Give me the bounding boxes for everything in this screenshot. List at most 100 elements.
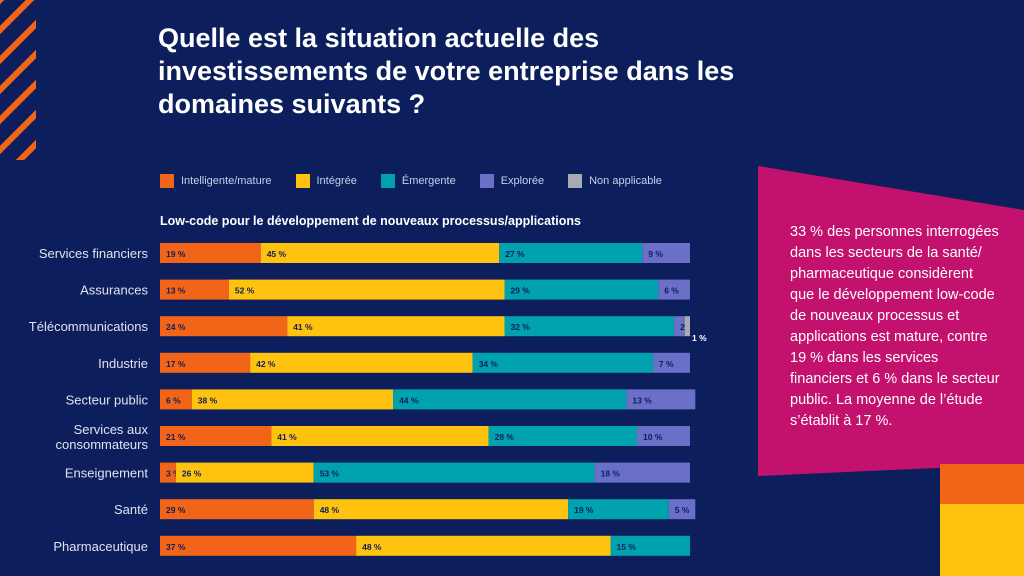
bar-segment: [568, 499, 669, 520]
bar-segment: [668, 499, 696, 520]
category-label: Services aux: [74, 422, 149, 437]
data-label: 24 %: [166, 322, 186, 332]
bar-segment: [488, 426, 637, 446]
category-label: Enseignement: [65, 466, 148, 481]
data-label: 10 %: [643, 432, 663, 442]
page-title: Quelle est la situation actuelle des inv…: [158, 23, 735, 119]
bar-segment: [626, 389, 696, 410]
data-label: 6 %: [166, 395, 181, 405]
data-label: 38 %: [198, 395, 218, 405]
legend-label: Intégrée: [316, 175, 357, 187]
data-label: 19 %: [574, 505, 594, 515]
category-label: Services financiers: [39, 246, 149, 261]
bar-segment: [313, 462, 595, 483]
bar-segment: [684, 316, 690, 337]
category-label: Santé: [114, 502, 148, 517]
data-label: 29 %: [511, 286, 531, 296]
bar-segment: [160, 426, 272, 446]
legend-swatch: [160, 174, 174, 188]
data-label: 7 %: [659, 359, 674, 369]
data-label: 41 %: [293, 322, 313, 332]
chart-title: Low-code pour le développement de nouvea…: [160, 214, 581, 228]
data-label: 5 %: [675, 505, 690, 515]
bar-segment: [228, 279, 505, 300]
bar-segment: [160, 462, 176, 483]
data-label: 21 %: [166, 432, 186, 442]
bar-segment: [160, 279, 229, 300]
data-label: 17 %: [166, 359, 186, 369]
data-label: 26 %: [182, 469, 202, 479]
bar-segment: [393, 389, 627, 410]
data-label: 41 %: [277, 432, 297, 442]
bar-segment: [504, 279, 659, 300]
legend-item: Émergente: [380, 174, 456, 188]
data-label: 32 %: [511, 322, 531, 332]
legend-label: Intelligente/mature: [181, 175, 272, 187]
legend-swatch: [380, 174, 395, 188]
data-label: 13 %: [166, 286, 186, 296]
stacked-bar-chart: Services financiers 19 % 45 % 27 % 9 % Assura…: [29, 243, 707, 556]
bar-segment: [160, 389, 192, 410]
legend-label: Émergente: [401, 175, 456, 187]
legend-label: Non applicable: [589, 175, 662, 187]
bar-segment: [658, 279, 690, 300]
data-label: 53 %: [320, 469, 340, 479]
data-label: 19 %: [166, 249, 186, 259]
category-label: Pharmaceutique: [53, 539, 148, 554]
data-label: 13 %: [632, 395, 652, 405]
data-label: 27 %: [505, 249, 525, 259]
category-label: Télécommunications: [29, 319, 149, 334]
bar-segment: [160, 499, 314, 520]
category-label: consommateurs: [56, 437, 149, 452]
bar-segment: [160, 352, 251, 373]
data-label: 52 %: [235, 286, 255, 296]
bar-segment: [610, 535, 690, 556]
bar-segment: [652, 352, 690, 373]
legend-label: Explorée: [500, 175, 545, 187]
bar-segment: [160, 316, 288, 337]
data-label: 48 %: [320, 505, 340, 515]
data-label: 6 %: [664, 286, 679, 296]
data-label: 44 %: [399, 395, 419, 405]
bar-segment: [642, 243, 690, 263]
category-label: Secteur public: [66, 392, 149, 407]
bar-segment: [356, 535, 611, 556]
bar-segment: [260, 243, 500, 263]
chart-legend: Intelligente/mature Intégrée Émergente Expl…: [160, 174, 686, 188]
bar-segment: [637, 426, 690, 446]
legend-swatch: [568, 174, 583, 188]
category-label: Industrie: [98, 356, 148, 371]
bar-segment: [504, 316, 675, 337]
legend-swatch: [479, 174, 494, 188]
data-label: 42 %: [256, 359, 276, 369]
data-label: 15 %: [617, 542, 637, 552]
callout-text: 33 % des personnes interrogées dans les …: [790, 224, 1000, 429]
bar-segment: [271, 426, 489, 446]
bar-segment: [250, 352, 473, 373]
bar-segment: [674, 316, 685, 337]
bar-segment: [191, 389, 394, 410]
legend-swatch: [295, 174, 310, 188]
data-label: 37 %: [166, 542, 186, 552]
legend-item: Non applicable: [568, 174, 662, 188]
bar-segment: [313, 499, 569, 520]
legend-item: Intelligente/mature: [160, 174, 272, 188]
data-label: 45 %: [267, 249, 287, 259]
data-label: 18 %: [601, 469, 621, 479]
data-label: 29 %: [166, 505, 186, 515]
data-label: 48 %: [362, 542, 382, 552]
legend-item: Intégrée: [295, 174, 357, 188]
data-label: 9 %: [648, 249, 663, 259]
decorative-stripes: [0, 0, 36, 160]
bar-segment: [175, 462, 314, 483]
bar-segment: [594, 462, 690, 483]
data-label: 28 %: [495, 432, 515, 442]
bar-segment: [472, 352, 653, 373]
bar-segment: [160, 243, 261, 263]
bar-segment: [287, 316, 505, 337]
bar-segment: [160, 535, 357, 556]
data-label: 34 %: [479, 359, 499, 369]
legend-item: Explorée: [479, 174, 545, 188]
data-label: 1 %: [692, 333, 707, 343]
bar-segment: [499, 243, 643, 263]
